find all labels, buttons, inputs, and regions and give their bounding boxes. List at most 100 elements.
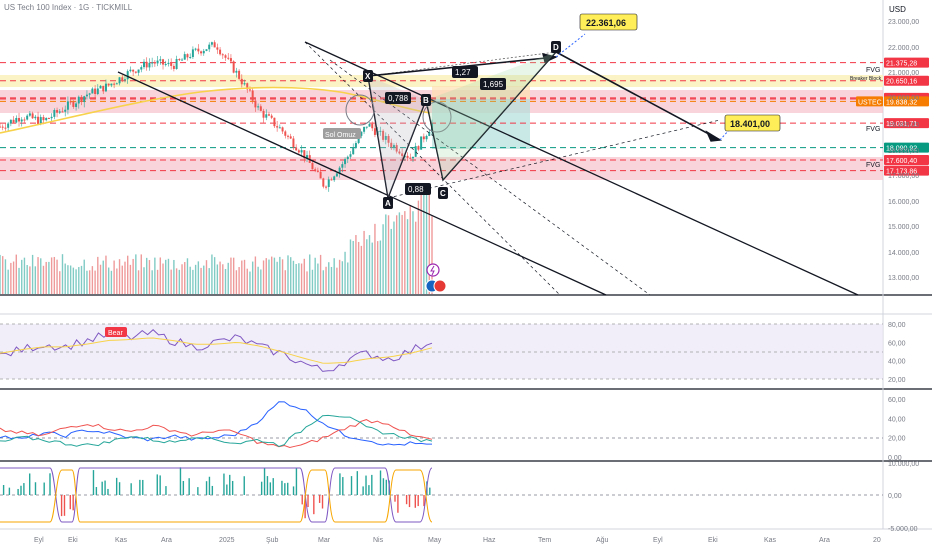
level-tag-label: 21.375,28 (886, 61, 917, 68)
osc-bar (292, 486, 295, 495)
osc-bar (365, 475, 367, 495)
osc-bar (130, 483, 132, 495)
price-tick-label: 16.000,00 (888, 199, 919, 206)
candle-body (284, 131, 287, 136)
volume-bar (382, 224, 384, 294)
osc-bar (304, 495, 306, 519)
candle-body (373, 128, 376, 135)
volume-bar (146, 257, 148, 294)
candle-body (31, 113, 34, 119)
osc-bar (307, 495, 309, 508)
level-tag (884, 57, 929, 68)
ratio-box (405, 183, 431, 195)
point-label: B (423, 96, 429, 105)
volume-bar (292, 260, 295, 294)
candle-body (102, 85, 105, 92)
volume-bar (260, 269, 262, 294)
osc-bar (405, 495, 408, 505)
volume-bar (102, 260, 104, 294)
volume-bar (249, 271, 251, 294)
candle-body (306, 155, 309, 159)
osc-bar (182, 480, 185, 495)
volume-bar (86, 270, 88, 294)
volume-bar (347, 262, 349, 294)
candle-body (327, 179, 330, 187)
price-tick-label: 20.000,00 (888, 95, 919, 102)
volume-bar (170, 269, 172, 294)
candle-body (175, 59, 178, 69)
candle-body (216, 47, 219, 50)
candle-body (319, 171, 322, 179)
volume-bar (262, 260, 265, 294)
volume-bar (165, 259, 167, 294)
candle-body (9, 119, 12, 124)
volume-bar (238, 267, 240, 294)
osc-bar (72, 495, 74, 511)
volume-bar (205, 260, 208, 294)
candle-body (409, 157, 412, 159)
level-tag-label: 17.173,86 (886, 169, 917, 176)
volume-bar (281, 259, 284, 294)
osc-envelope-lower (0, 469, 433, 523)
osc-bar (92, 470, 95, 495)
time-tick-label: 20 (873, 537, 881, 544)
dmi-tick-label: 20,00 (888, 436, 906, 443)
candle-body (390, 142, 393, 147)
candle-body (110, 83, 113, 86)
osc-bar (269, 482, 272, 495)
ratio-label: 1,695 (483, 80, 504, 89)
candle-body (153, 62, 156, 64)
volume-bar (148, 260, 151, 294)
candle-body (254, 100, 257, 108)
candle-body (115, 83, 118, 85)
candle-body (34, 116, 37, 119)
osc-bar (211, 485, 214, 495)
volume-bar (357, 241, 360, 294)
volume-bar (56, 259, 58, 294)
candle-body (278, 127, 281, 129)
candle-body (7, 123, 10, 128)
volume-bar (37, 257, 39, 294)
candle-body (238, 70, 241, 79)
candle-body (39, 117, 42, 124)
candle-body (224, 55, 227, 58)
osc-bar (115, 477, 118, 495)
volume-bar (273, 257, 276, 294)
rsi-badge-label: Bear (108, 330, 123, 337)
candle-body (200, 51, 203, 54)
candle-body (262, 110, 265, 118)
volume-bar (222, 264, 224, 294)
currency-label[interactable]: USD (889, 5, 906, 14)
osc-bar (301, 495, 303, 505)
osc-bar (272, 478, 274, 495)
candle-body (104, 83, 107, 92)
candle-body (4, 127, 7, 129)
volume-bar (156, 269, 159, 294)
volume-bar (374, 223, 376, 294)
volume-bar (287, 255, 289, 294)
volume-bar (121, 265, 123, 294)
candle-body (371, 123, 374, 129)
symbol-tag-label: USTEC (858, 99, 882, 106)
time-tick-label: Ara (819, 537, 830, 544)
ratio-box (452, 66, 478, 78)
volume-bar (197, 261, 200, 294)
event-icons[interactable] (425, 263, 447, 293)
volume-bar (80, 265, 83, 294)
osc-bar (356, 471, 359, 495)
dmi-panel: 60,00 40,00 20,00 0,00 (0, 397, 906, 462)
osc-bar (223, 473, 225, 495)
time-tick-label: Nis (373, 537, 384, 544)
osc-bar (63, 495, 66, 516)
zone-label: FVG (866, 67, 880, 74)
candle-body (189, 57, 192, 59)
volume-bar (368, 235, 371, 294)
volume-bar (317, 263, 319, 294)
volume-bar (232, 257, 235, 294)
rsi-panel: 80,00 60,00 40,00 20,00 Bear (0, 322, 906, 384)
candle-body (330, 179, 333, 181)
volume-bar (363, 230, 365, 294)
volume-bar (387, 215, 390, 294)
